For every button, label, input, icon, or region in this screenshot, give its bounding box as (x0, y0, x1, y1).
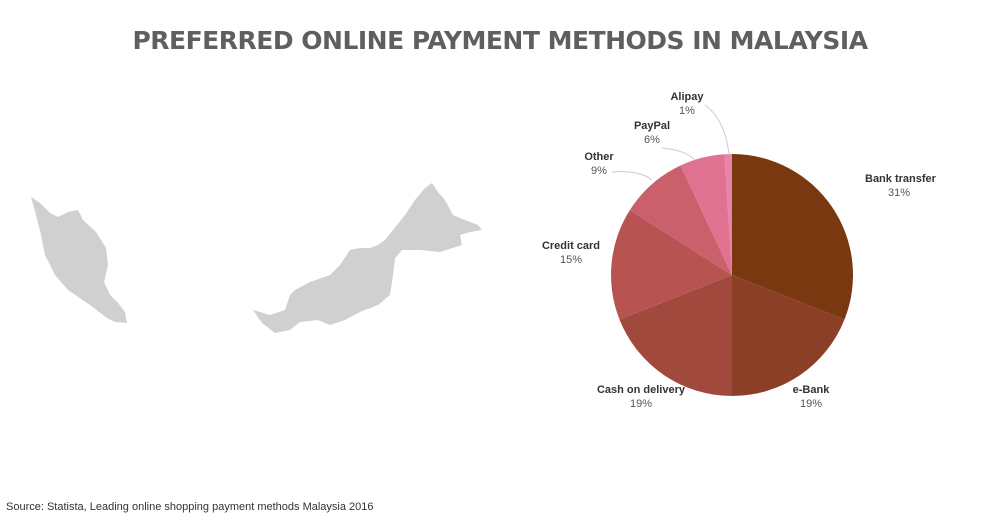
slice-label: e-Bank (793, 384, 831, 396)
slice-value-label: 31% (888, 187, 910, 199)
slice-label: PayPal (634, 120, 670, 132)
malaysia-map (31, 183, 482, 333)
pie-labels: Bank transfer 31% e-Bank 19% Cash on deliver… (542, 91, 937, 410)
slice-value-label: 9% (591, 165, 607, 177)
pie-chart (610, 154, 853, 396)
pie-slice-credit-card (610, 210, 732, 320)
slice-value-label: 19% (800, 398, 822, 410)
slice-label: Cash on delivery (597, 384, 686, 396)
leader-line (661, 147, 696, 161)
leader-line (704, 104, 730, 155)
slice-label: Other (584, 151, 614, 163)
pie-slice-alipay (724, 154, 732, 275)
pie-slice-bank-transfer (732, 154, 853, 320)
slice-value-label: 15% (560, 254, 582, 266)
pie-slice-other (629, 165, 732, 275)
pie-slice-cash-on-delivery (619, 275, 732, 396)
leader-line (611, 171, 653, 181)
pie-slice-e-bank (732, 275, 845, 396)
source-note: Source: Statista, Leading online shoppin… (6, 501, 374, 513)
east-malaysia-shape (253, 183, 482, 333)
slice-label: Alipay (670, 91, 704, 103)
slice-label: Bank transfer (865, 173, 937, 185)
slice-label: Credit card (542, 240, 600, 252)
slice-value-label: 6% (644, 134, 660, 146)
slice-value-label: 1% (679, 105, 695, 117)
pie-slice-paypal (680, 154, 732, 275)
peninsular-malaysia-shape (31, 197, 127, 323)
chart-title: PREFERRED ONLINE PAYMENT METHODS IN MALA… (132, 26, 868, 55)
slice-value-label: 19% (630, 398, 652, 410)
